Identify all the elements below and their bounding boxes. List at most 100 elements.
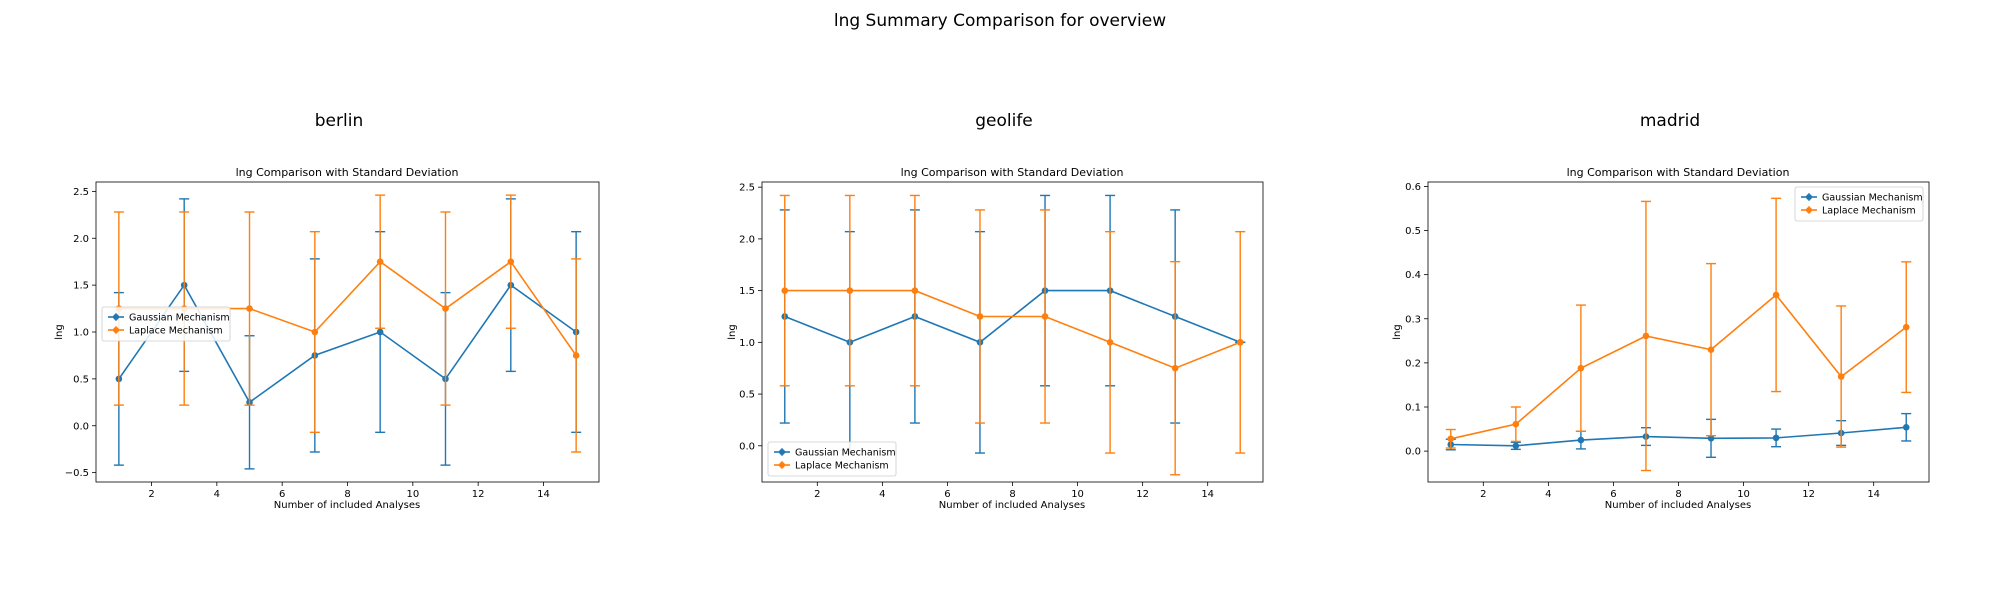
data-point xyxy=(1106,339,1114,346)
x-tick-label: 6 xyxy=(279,489,285,500)
data-point xyxy=(246,305,253,312)
y-tick-label: 0.6 xyxy=(1405,182,1421,193)
data-point xyxy=(1837,373,1845,380)
y-tick-label: 0.4 xyxy=(1405,270,1421,281)
x-tick-label: 2 xyxy=(148,489,154,500)
legend-swatch-marker xyxy=(1806,207,1812,213)
x-tick-label: 12 xyxy=(1136,489,1149,500)
data-point xyxy=(1707,435,1715,442)
data-point xyxy=(1171,364,1179,372)
data-point xyxy=(1577,364,1585,372)
legend: Gaussian Mechanism Laplace Mechanism xyxy=(767,441,897,477)
x-tick-label: 4 xyxy=(1545,489,1551,500)
legend-swatch-marker xyxy=(113,314,119,320)
x-tick-label: 6 xyxy=(944,489,950,500)
legend-label: Laplace Mechanism xyxy=(795,461,889,472)
panel-title: berlin xyxy=(315,111,363,131)
legend-box xyxy=(767,441,897,477)
data-point xyxy=(572,352,580,359)
plot-area: 2 4 6 8 10 12 14 −0.5 0.0 0.5 1.0 1.5 2.0 2.5 Gaussian… xyxy=(65,181,600,500)
y-tick-label: 2.5 xyxy=(73,187,89,198)
legend: Gaussian Mechanism Laplace Mechanism xyxy=(101,306,231,342)
y-tick-label: 0.1 xyxy=(1405,403,1421,414)
legend-label: Gaussian Mechanism xyxy=(129,313,230,324)
data-point xyxy=(846,287,854,294)
data-point xyxy=(376,328,384,336)
series-line xyxy=(1450,426,1907,447)
panel-madrid: madrid lng Comparison with Standard Devi… xyxy=(1392,111,1930,511)
panel-geolife: geolife lng Comparison with Standard Dev… xyxy=(727,111,1264,511)
data-point xyxy=(1512,442,1520,450)
figure-suptitle: lng Summary Comparison for overview xyxy=(834,11,1166,31)
x-tick-label: 8 xyxy=(344,489,350,500)
panel-berlin: berlin lng Comparison with Standard Devi… xyxy=(54,111,600,511)
legend-swatch-marker xyxy=(113,327,119,333)
y-axis-label: lng xyxy=(727,324,738,339)
series-line xyxy=(784,289,1241,370)
legend-swatch-marker xyxy=(779,449,785,455)
y-tick-label: 1.0 xyxy=(73,328,89,339)
data-point xyxy=(311,328,319,336)
y-tick-label: 1.0 xyxy=(739,338,755,349)
series-laplace-mechanism xyxy=(779,194,1246,476)
data-point xyxy=(1642,332,1650,340)
legend: Gaussian Mechanism Laplace Mechanism xyxy=(1794,186,1924,222)
plot-area: 2 4 6 8 10 12 14 0.0 0.1 0.2 0.3 0.4 0.5 0.6 Gaussian … xyxy=(1405,181,1930,500)
panel-title: geolife xyxy=(975,111,1033,131)
y-tick-label: 2.0 xyxy=(739,234,755,245)
x-tick-label: 4 xyxy=(879,489,885,500)
data-point xyxy=(1041,313,1049,320)
x-tick-label: 14 xyxy=(1867,489,1880,500)
y-tick-label: 0.5 xyxy=(1405,226,1421,237)
data-point xyxy=(1512,420,1520,428)
x-tick-label: 4 xyxy=(214,489,220,500)
legend-label: Gaussian Mechanism xyxy=(795,448,896,459)
axes-frame xyxy=(761,181,1264,483)
panel-title: madrid xyxy=(1640,111,1700,131)
x-tick-label: 6 xyxy=(1610,489,1616,500)
data-point xyxy=(442,305,449,312)
data-point xyxy=(1707,346,1715,353)
legend-swatch-marker xyxy=(1806,194,1812,200)
legend-label: Gaussian Mechanism xyxy=(1822,193,1923,204)
y-tick-label: 1.5 xyxy=(73,281,89,292)
x-axis-label: Number of included Analyses xyxy=(939,500,1086,511)
data-point xyxy=(911,287,919,294)
data-point xyxy=(1902,423,1910,431)
data-point xyxy=(781,287,789,294)
data-point xyxy=(1772,434,1780,442)
y-tick-label: −0.5 xyxy=(65,468,89,479)
y-tick-label: 0.5 xyxy=(73,374,89,385)
data-point xyxy=(1577,436,1585,444)
x-tick-label: 10 xyxy=(1737,489,1750,500)
legend-box xyxy=(101,306,231,342)
plot-area: 2 4 6 8 10 12 14 0.0 0.5 1.0 1.5 2.0 2.5 Gaussian Mec… xyxy=(739,181,1264,500)
x-axis-label: Number of included Analyses xyxy=(1605,500,1752,511)
y-tick-label: 1.5 xyxy=(739,286,755,297)
series-laplace-mechanism xyxy=(1445,197,1912,472)
data-point xyxy=(1772,291,1780,299)
legend-box xyxy=(1794,186,1924,222)
y-tick-label: 0.3 xyxy=(1405,314,1421,325)
y-tick-label: 0.5 xyxy=(739,390,755,401)
x-tick-label: 14 xyxy=(537,489,550,500)
x-tick-label: 8 xyxy=(1675,489,1681,500)
x-axis-label: Number of included Analyses xyxy=(274,500,421,511)
y-axis-label: lng xyxy=(1392,324,1403,339)
plot-title: lng Comparison with Standard Deviation xyxy=(901,166,1124,179)
data-point xyxy=(1447,435,1455,443)
data-point xyxy=(376,258,384,265)
data-point xyxy=(507,258,515,265)
y-tick-label: 0.0 xyxy=(1405,447,1421,458)
y-tick-label: 2.0 xyxy=(73,234,89,245)
x-tick-label: 12 xyxy=(1802,489,1815,500)
data-point xyxy=(1236,339,1244,346)
y-tick-label: 0.0 xyxy=(739,441,755,452)
plot-title: lng Comparison with Standard Deviation xyxy=(1567,166,1790,179)
data-point xyxy=(976,313,984,320)
x-tick-label: 2 xyxy=(814,489,820,500)
data-point xyxy=(1902,323,1910,331)
y-tick-label: 2.5 xyxy=(739,183,755,194)
x-tick-label: 12 xyxy=(472,489,485,500)
